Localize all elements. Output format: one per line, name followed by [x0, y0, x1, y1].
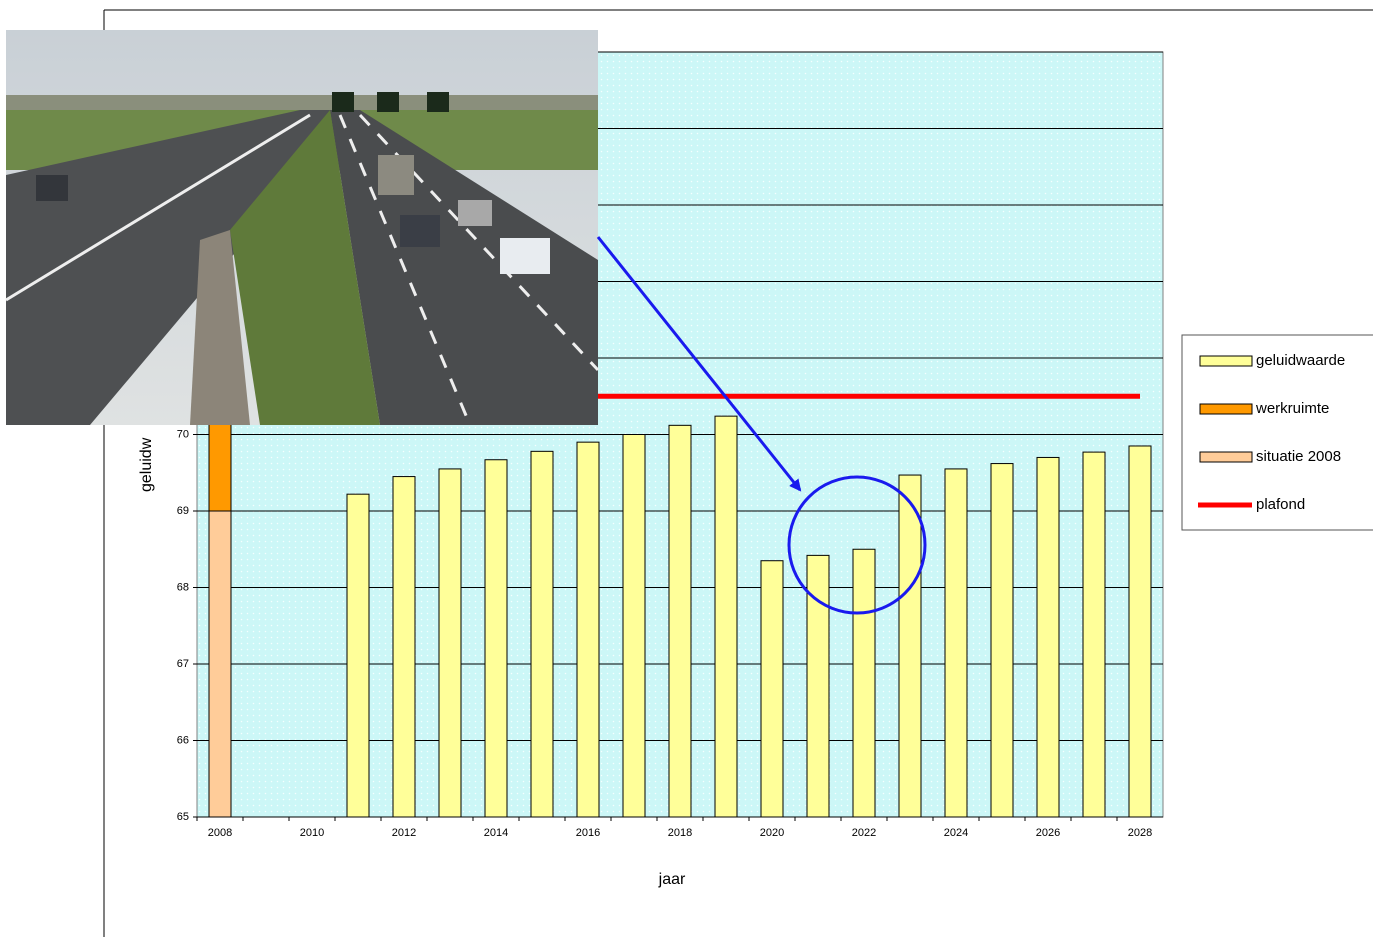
bar — [714, 415, 738, 818]
x-tick-label: 2016 — [576, 827, 600, 839]
bar — [1036, 456, 1060, 818]
x-tick-label: 2026 — [1036, 827, 1060, 839]
bar — [438, 468, 462, 818]
x-tick-label: 2028 — [1128, 827, 1152, 839]
x-tick-label: 2014 — [484, 827, 508, 839]
legend-swatch — [1199, 403, 1253, 415]
bar — [208, 510, 232, 818]
bar — [346, 493, 370, 818]
bar — [1082, 451, 1106, 818]
legend-label: geluidwaarde — [1256, 352, 1345, 369]
bar — [530, 450, 554, 818]
x-tick-label: 2018 — [668, 827, 692, 839]
x-tick-label: 2008 — [208, 827, 232, 839]
y-tick-label: 70 — [177, 428, 189, 440]
y-tick-label: 65 — [177, 811, 189, 823]
y-tick-label: 67 — [177, 658, 189, 670]
bar — [1128, 445, 1152, 818]
bar — [484, 459, 508, 818]
x-tick-label: 2022 — [852, 827, 876, 839]
legend — [1181, 334, 1373, 531]
bar — [852, 548, 876, 818]
bar — [806, 554, 830, 818]
bar — [576, 441, 600, 818]
bar — [990, 463, 1014, 818]
legend-items: geluidwaarde werkruimte situatie 2008 plafo… — [1198, 352, 1345, 513]
legend-label: situatie 2008 — [1256, 448, 1341, 465]
legend-swatch — [1199, 451, 1253, 463]
legend-label: plafond — [1256, 496, 1305, 513]
bar — [944, 468, 968, 818]
x-axis-title: jaar — [658, 871, 686, 888]
annotation-circle — [787, 475, 927, 615]
y-tick-label: 69 — [177, 505, 189, 517]
x-tick-label: 2010 — [300, 827, 324, 839]
x-tick-label: 2024 — [944, 827, 968, 839]
x-tick-label: 2020 — [760, 827, 784, 839]
bar — [668, 424, 692, 818]
photo — [5, 30, 600, 426]
legend-label: werkruimte — [1255, 400, 1329, 417]
marks: 6566676869707172737475200820102012201420… — [177, 46, 1163, 839]
bar — [760, 560, 784, 818]
y-axis-title: geluidw — [138, 437, 155, 492]
annotation-arrow — [596, 236, 802, 492]
y-tick-label: 66 — [177, 734, 189, 746]
x-tick-label: 2012 — [392, 827, 416, 839]
y-tick-label: 68 — [177, 581, 189, 593]
bar — [622, 434, 646, 818]
bar — [392, 476, 416, 818]
bar — [898, 474, 922, 818]
legend-swatch — [1199, 355, 1253, 367]
